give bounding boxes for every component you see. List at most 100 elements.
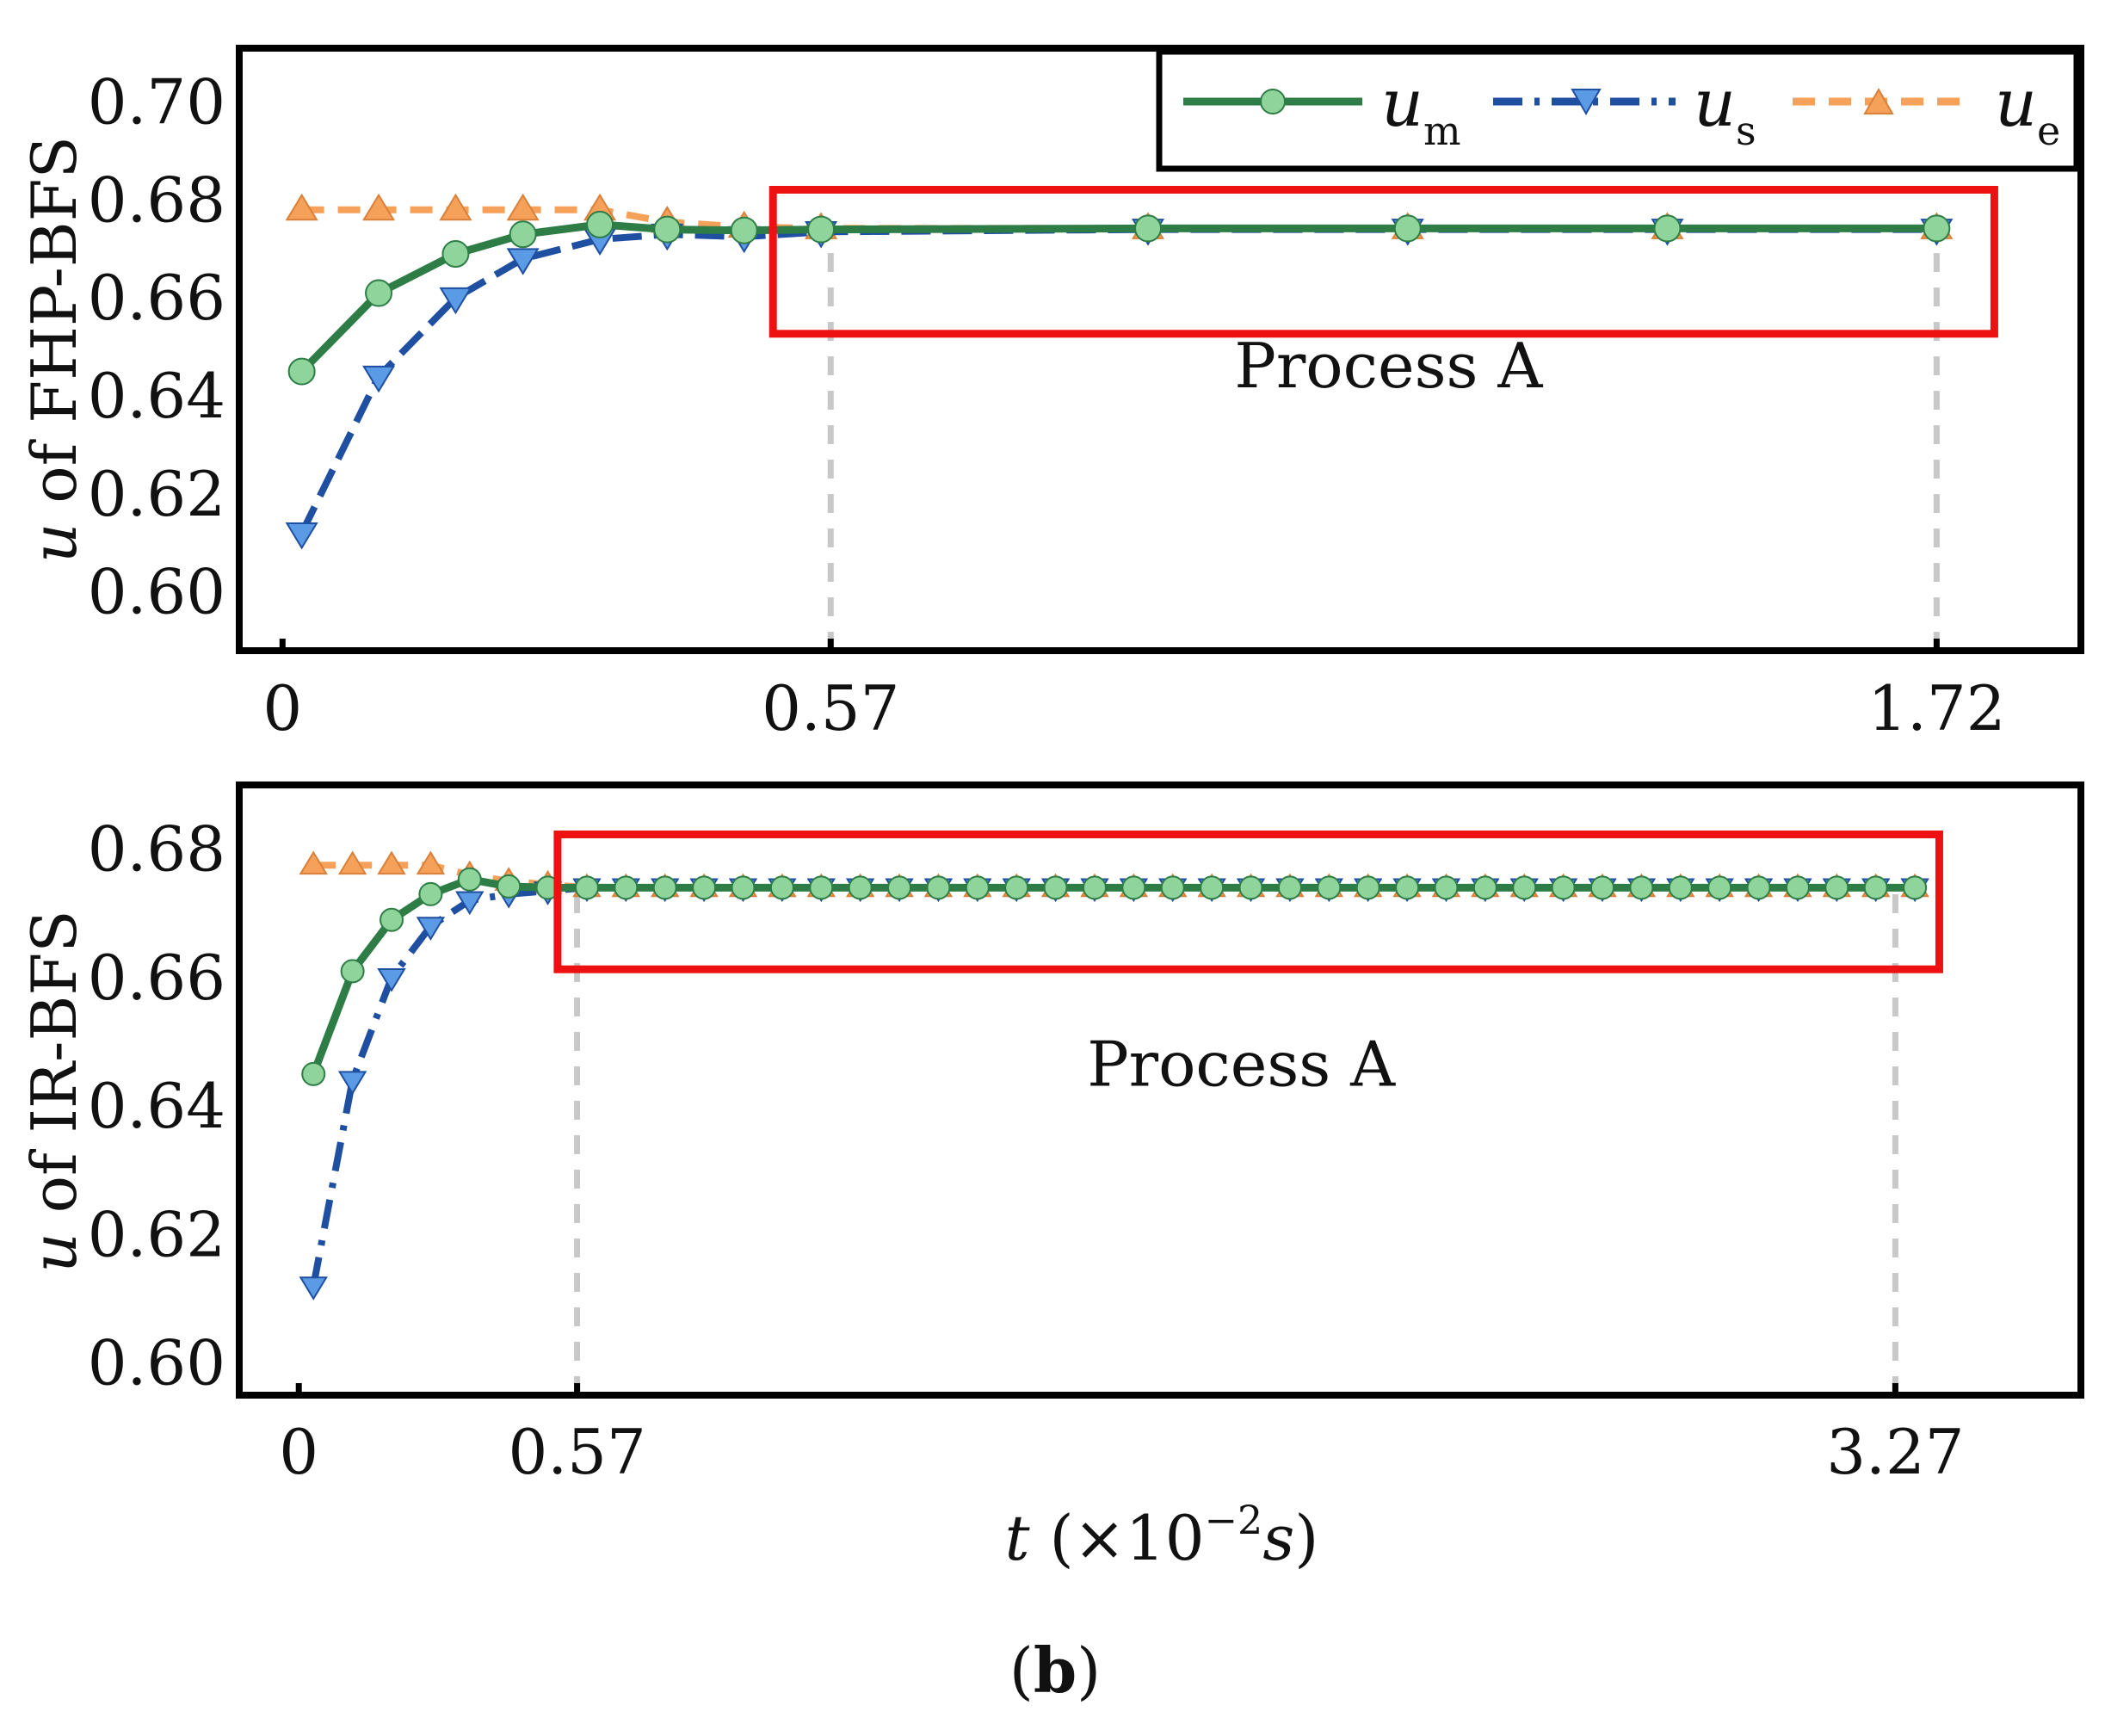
- fhp-point-um-3: [509, 220, 537, 249]
- legend-us-label: us: [1694, 65, 1756, 154]
- ir-point-um-5: [497, 874, 522, 899]
- fhp-point-us-2: [439, 287, 472, 315]
- fhp-series-us-line: [299, 225, 1937, 535]
- ir-x-tick-label-2: 3.27: [1826, 1416, 1964, 1488]
- ir-y-tick-label-3: 0.66: [88, 942, 225, 1014]
- ir-point-um-8: [614, 875, 639, 900]
- ir-point-us-3: [416, 917, 446, 941]
- x-label-open: (×10: [1030, 1502, 1205, 1574]
- fhp-point-um-1: [365, 279, 393, 307]
- ir-point-um-34: [1629, 875, 1654, 900]
- ir-x-tick-label-0: 0: [279, 1416, 318, 1488]
- ir-point-um-11: [731, 875, 756, 900]
- legend-ue-marker: [1863, 87, 1894, 114]
- ir-point-um-39: [1824, 875, 1849, 900]
- ir-point-um-32: [1551, 875, 1576, 900]
- fhp-y-tick-label-0: 0.60: [88, 556, 225, 628]
- caption-letter: b: [1034, 1634, 1077, 1707]
- fhp-y-tick-label-2: 0.64: [88, 360, 225, 432]
- fhp-process-a-box: [768, 185, 1998, 338]
- ir-point-um-41: [1903, 875, 1928, 900]
- legend-um-marker: [1260, 89, 1286, 114]
- ir-point-um-24: [1238, 875, 1263, 900]
- ir-point-um-17: [965, 875, 990, 900]
- ir-series: [299, 850, 1929, 1300]
- legend-ue-base: u: [1995, 65, 2037, 141]
- ir-point-um-16: [926, 875, 951, 900]
- ir-point-um-37: [1746, 875, 1771, 900]
- fhp-point-um-7: [807, 215, 836, 244]
- ir-guide-lines: [574, 886, 1898, 1395]
- ir-point-um-36: [1707, 875, 1732, 900]
- fhp-guide-lines: [827, 228, 1940, 651]
- panel-fhp: Process A 0 0.57 1.72 0.60 0.62 0.64 0.66 0.68…: [18, 45, 2084, 744]
- fhp-y-tick-label-1: 0.62: [88, 458, 225, 530]
- ir-point-um-1: [340, 959, 365, 984]
- ir-point-um-23: [1200, 875, 1225, 900]
- ir-point-um-20: [1082, 875, 1107, 900]
- fhp-point-us-1: [362, 365, 396, 393]
- ir-point-um-25: [1277, 875, 1302, 900]
- fhp-point-us-3: [506, 248, 540, 275]
- ir-point-ue-3: [416, 850, 446, 875]
- x-label-sup: −2: [1205, 1497, 1263, 1543]
- ir-point-um-4: [457, 867, 482, 892]
- ir-point-us-1: [337, 1071, 367, 1096]
- ir-point-um-19: [1043, 875, 1068, 900]
- legend-us-sub: s: [1736, 108, 1756, 154]
- ir-point-um-2: [380, 907, 404, 932]
- ir-y-axis-label: u of IR-BFS: [18, 910, 90, 1272]
- ir-x-ticks: 0 0.57 3.27: [279, 1383, 1965, 1488]
- ir-point-um-35: [1668, 875, 1693, 900]
- caption-close: ): [1077, 1634, 1101, 1707]
- ir-point-um-29: [1434, 875, 1459, 900]
- ir-point-um-30: [1472, 875, 1497, 900]
- fhp-point-ue-2: [439, 193, 472, 221]
- fhp-series: [285, 193, 1954, 550]
- ir-point-um-21: [1121, 875, 1146, 900]
- x-axis-label: t (×10−2s): [1005, 1497, 1319, 1574]
- fhp-point-ue-0: [285, 193, 318, 221]
- fhp-y-tick-label-3: 0.66: [88, 262, 225, 334]
- ir-point-ue-2: [377, 850, 406, 875]
- ir-point-us-2: [377, 968, 406, 992]
- ir-point-um-40: [1863, 875, 1888, 900]
- fhp-x-tick-label-0: 0: [262, 672, 302, 744]
- ir-plot-frame: [236, 782, 2084, 1399]
- legend-us-marker: [1571, 89, 1602, 116]
- figure-caption: (b): [1009, 1634, 1102, 1707]
- ir-point-um-3: [418, 881, 443, 906]
- fhp-point-um-4: [586, 210, 614, 238]
- fhp-y-ticks: 0.60 0.62 0.64 0.66 0.68 0.70: [88, 66, 225, 628]
- ir-x-tick-label-1: 0.57: [508, 1416, 645, 1488]
- ir-point-ue-1: [337, 850, 367, 875]
- ir-y-tick-label-4: 0.68: [88, 813, 225, 886]
- ir-point-um-22: [1160, 875, 1185, 900]
- fhp-point-um-6: [730, 216, 758, 244]
- ir-point-um-26: [1317, 875, 1342, 900]
- ir-y-label-var: u: [18, 1232, 90, 1272]
- fhp-y-tick-label-5: 0.70: [88, 66, 225, 139]
- fhp-process-a-label: Process A: [1234, 330, 1543, 402]
- ir-point-um-13: [809, 875, 834, 900]
- legend-box: [1156, 48, 2080, 172]
- fhp-x-tick-label-2: 1.72: [1867, 672, 2005, 744]
- ir-y-tick-label-2: 0.64: [88, 1070, 225, 1142]
- ir-point-um-7: [574, 875, 599, 900]
- fhp-point-us-0: [285, 522, 318, 550]
- ir-point-um-14: [848, 875, 873, 900]
- ir-point-um-28: [1395, 875, 1420, 900]
- fhp-point-um-11: [1923, 214, 1951, 243]
- ir-process-a-box: [553, 830, 1943, 973]
- x-label-close: ): [1294, 1502, 1318, 1574]
- fhp-point-um-2: [441, 240, 470, 269]
- ir-point-um-10: [692, 875, 717, 900]
- ir-y-label-rest: of IR-BFS: [18, 910, 90, 1232]
- fhp-x-tick-label-1: 0.57: [762, 672, 899, 744]
- fhp-x-ticks: 0 0.57 1.72: [262, 639, 2006, 744]
- ir-point-um-12: [769, 875, 794, 900]
- ir-point-um-15: [887, 875, 912, 900]
- ir-y-tick-label-1: 0.62: [88, 1198, 225, 1270]
